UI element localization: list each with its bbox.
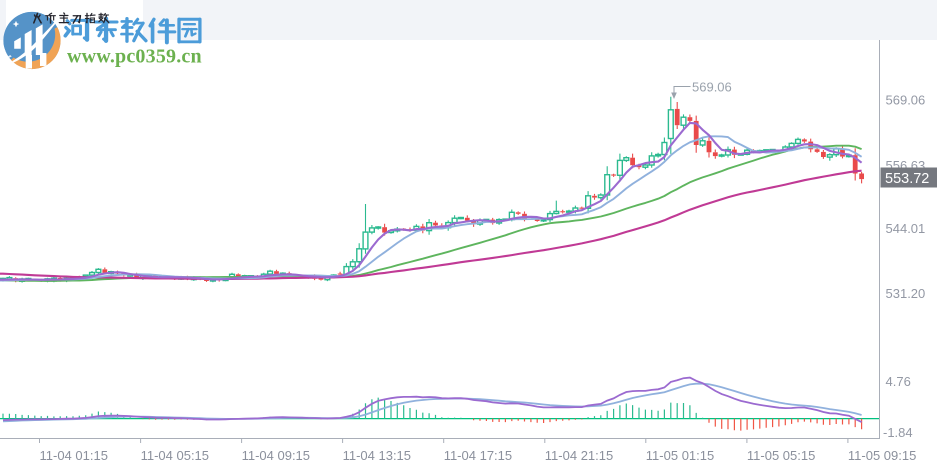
- svg-text:553.72: 553.72: [885, 171, 929, 187]
- svg-text:569.06: 569.06: [692, 80, 732, 95]
- svg-text:-1.84: -1.84: [883, 425, 913, 440]
- svg-text:569.06: 569.06: [886, 93, 926, 108]
- svg-text:11-04 09:15: 11-04 09:15: [242, 448, 310, 463]
- svg-text:11-04 01:15: 11-04 01:15: [40, 448, 108, 463]
- svg-text:544.01: 544.01: [886, 221, 926, 236]
- svg-text:4.76: 4.76: [886, 374, 911, 389]
- svg-text:11-05 09:15: 11-05 09:15: [848, 448, 916, 463]
- svg-text:11-05 01:15: 11-05 01:15: [646, 448, 714, 463]
- svg-text:11-04 17:15: 11-04 17:15: [444, 448, 512, 463]
- svg-text:11-04 21:15: 11-04 21:15: [545, 448, 613, 463]
- svg-text:www.pc0359.cn: www.pc0359.cn: [67, 46, 202, 68]
- svg-text:11-04 05:15: 11-04 05:15: [141, 448, 209, 463]
- svg-text:531.20: 531.20: [886, 286, 926, 301]
- svg-text:11-05 05:15: 11-05 05:15: [747, 448, 815, 463]
- svg-text:11-04 13:15: 11-04 13:15: [343, 448, 411, 463]
